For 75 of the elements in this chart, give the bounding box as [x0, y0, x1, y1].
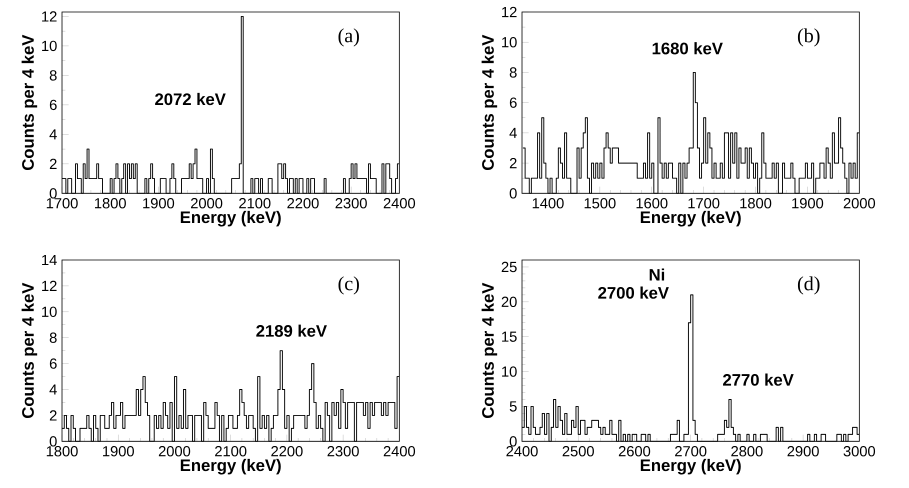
y-tick-label: 10 [42, 306, 57, 317]
x-tick-label: 2400 [384, 198, 416, 208]
x-axis-title: Energy (keV) [640, 210, 741, 227]
x-tick-label: 2000 [190, 198, 222, 208]
x-tick-label: 2000 [844, 198, 876, 208]
x-tick-label: 2600 [618, 446, 650, 456]
annotation: (b) [798, 28, 820, 46]
x-tick-label: 1800 [46, 446, 78, 456]
x-tick-label: 1800 [94, 198, 126, 208]
y-tick-label: 4 [49, 129, 57, 140]
x-tick-label: 1400 [532, 198, 564, 208]
x-tick-label: 2000 [158, 446, 190, 456]
x-tick-label: 1700 [46, 198, 78, 208]
x-tick-label: 1600 [636, 198, 668, 208]
y-axis-title: Counts per 4 keV [482, 34, 498, 170]
y-tick-label: 8 [50, 70, 57, 81]
y-tick-label: 10 [42, 40, 57, 52]
x-tick-label: 2300 [336, 198, 367, 208]
annotation: 1680 keV [652, 42, 723, 54]
x-axis-title: Energy (keV) [180, 458, 281, 475]
y-tick-label: 12 [42, 11, 57, 22]
x-tick-label: 2500 [562, 446, 594, 456]
y-tick-label: 2 [50, 410, 57, 421]
y-tick-label: 5 [510, 401, 517, 412]
y-tick-label: 12 [42, 280, 57, 292]
y-tick-label: 25 [502, 262, 517, 272]
annotation: (a) [338, 28, 359, 46]
annotation: 2072 keV [155, 92, 226, 106]
x-tick-label: 1900 [792, 198, 824, 208]
annotation: (c) [338, 276, 359, 294]
y-tick-label: 4 [509, 128, 517, 138]
y-tick-label: 15 [502, 332, 517, 342]
annotation: (d) [798, 276, 820, 294]
x-tick-label: 1900 [103, 446, 134, 456]
y-tick-label: 0 [510, 436, 517, 447]
annotation: 2770 keV [723, 374, 794, 386]
x-tick-label: 2900 [788, 446, 819, 456]
x-tick-label: 2200 [271, 446, 303, 456]
y-tick-label: 20 [502, 296, 517, 308]
annotation: 2189 keV [256, 324, 327, 337]
y-tick-label: 0 [50, 188, 57, 199]
x-tick-label: 2400 [506, 446, 538, 456]
x-tick-label: 3000 [844, 446, 876, 456]
x-tick-label: 2300 [328, 446, 359, 456]
x-axis-title: Energy (keV) [640, 458, 741, 475]
y-tick-label: 6 [50, 358, 57, 369]
x-tick-label: 2700 [675, 446, 706, 456]
y-axis-title: Counts per 4 keV [22, 282, 38, 418]
annotation: 2700 keV [598, 286, 669, 299]
x-tick-label: 2800 [731, 446, 763, 456]
x-tick-label: 1800 [740, 198, 772, 208]
x-tick-label: 1700 [688, 198, 720, 208]
x-axis-title: Energy (keV) [180, 210, 281, 227]
y-tick-label: 8 [510, 67, 517, 78]
y-tick-label: 6 [510, 97, 517, 108]
y-tick-label: 12 [502, 6, 517, 18]
x-tick-label: 2200 [287, 198, 319, 208]
y-tick-label: 14 [42, 254, 57, 266]
x-tick-label: 2100 [215, 446, 246, 456]
x-tick-label: 2400 [384, 446, 416, 456]
y-axis-title: Counts per 4 keV [482, 282, 498, 418]
y-tick-label: 6 [50, 100, 57, 110]
x-tick-label: 1500 [584, 198, 616, 208]
y-axis-title: Counts per 4 keV [22, 34, 38, 170]
y-tick-label: 2 [50, 158, 57, 169]
y-tick-label: 0 [510, 188, 517, 199]
annotation: Ni [650, 268, 664, 281]
y-tick-label: 4 [49, 384, 57, 395]
x-tick-label: 1900 [143, 198, 174, 208]
y-tick-label: 10 [502, 366, 517, 377]
x-tick-label: 2100 [239, 198, 270, 208]
y-tick-label: 10 [502, 37, 517, 48]
y-tick-label: 8 [50, 332, 57, 343]
y-tick-label: 2 [510, 158, 517, 168]
y-tick-label: 0 [50, 436, 57, 447]
